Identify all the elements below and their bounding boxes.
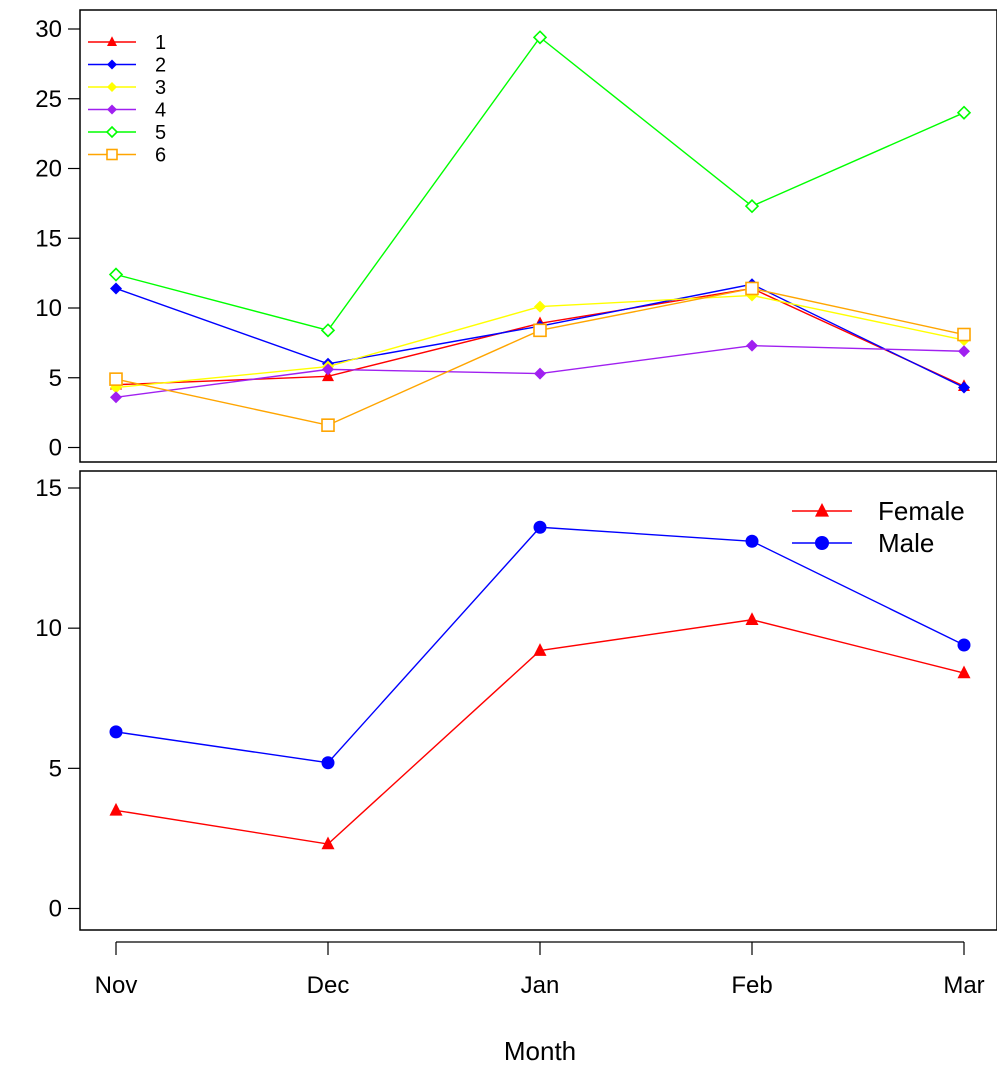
y-tick-label: 0	[49, 896, 62, 923]
data-point-4	[534, 367, 546, 380]
y-tick-label: 10	[35, 615, 62, 642]
data-point-5	[108, 267, 124, 282]
y-tick-label: 0	[49, 435, 62, 462]
y-tick-label: 15	[35, 475, 62, 502]
legend-label: 6	[155, 145, 166, 167]
y-tick-label: 20	[35, 156, 62, 183]
data-point-6	[109, 372, 123, 386]
data-point-3	[534, 300, 546, 313]
data-point-6	[533, 323, 547, 338]
data-point-4	[322, 363, 334, 376]
data-point-5	[320, 323, 336, 338]
legend-label: 1	[155, 32, 166, 54]
legend-label: 4	[155, 100, 166, 122]
legend-marker	[107, 82, 117, 92]
data-point-4	[110, 391, 122, 404]
y-tick-label: 5	[49, 755, 62, 782]
data-point-5	[532, 30, 548, 45]
x-tick-label: Mar	[943, 972, 984, 999]
y-tick-label: 15	[35, 225, 62, 252]
legend-marker	[107, 36, 117, 47]
data-point-male	[109, 725, 123, 739]
data-point-2	[958, 381, 970, 394]
x-tick-label: Jan	[521, 972, 560, 999]
data-point-6	[957, 327, 971, 342]
data-point-female	[745, 612, 759, 625]
data-point-female	[109, 802, 123, 816]
data-point-4	[746, 339, 758, 352]
data-point-5	[744, 199, 760, 214]
x-axis-title: Month	[504, 1036, 576, 1066]
legend-label: 3	[155, 77, 166, 99]
legend-label: 2	[155, 55, 166, 77]
legend-label: Female	[878, 496, 965, 526]
data-point-male	[745, 534, 759, 548]
legend-marker	[815, 502, 829, 517]
legend-marker	[815, 536, 829, 550]
y-tick-label: 10	[35, 295, 62, 322]
x-tick-label: Feb	[731, 972, 772, 999]
data-point-5	[956, 105, 972, 120]
x-axis: Nov Dec Jan Feb Mar	[95, 941, 985, 999]
x-tick-label: Dec	[307, 972, 350, 999]
legend-marker	[106, 148, 118, 161]
plot-frame	[79, 470, 997, 931]
data-point-4	[958, 345, 970, 358]
data-point-male	[321, 756, 335, 770]
y-tick-label: 25	[35, 86, 62, 113]
legend-marker	[107, 59, 117, 70]
data-point-6	[321, 418, 335, 432]
data-point-female	[957, 665, 971, 679]
data-point-male	[957, 638, 971, 652]
y-tick-label: 30	[35, 16, 62, 43]
legend-label: Male	[878, 528, 934, 558]
plot-frame	[79, 9, 997, 463]
data-point-6	[745, 281, 759, 296]
data-point-female	[321, 836, 335, 850]
x-tick-label: Nov	[95, 972, 138, 999]
legend-label: 5	[155, 122, 166, 144]
legend-marker	[107, 104, 117, 115]
series-line-5	[115, 36, 965, 332]
y-tick-label: 5	[49, 365, 62, 392]
data-point-2	[110, 282, 122, 295]
data-point-female	[533, 643, 547, 656]
legend-marker	[105, 125, 119, 139]
data-point-male	[533, 520, 547, 534]
